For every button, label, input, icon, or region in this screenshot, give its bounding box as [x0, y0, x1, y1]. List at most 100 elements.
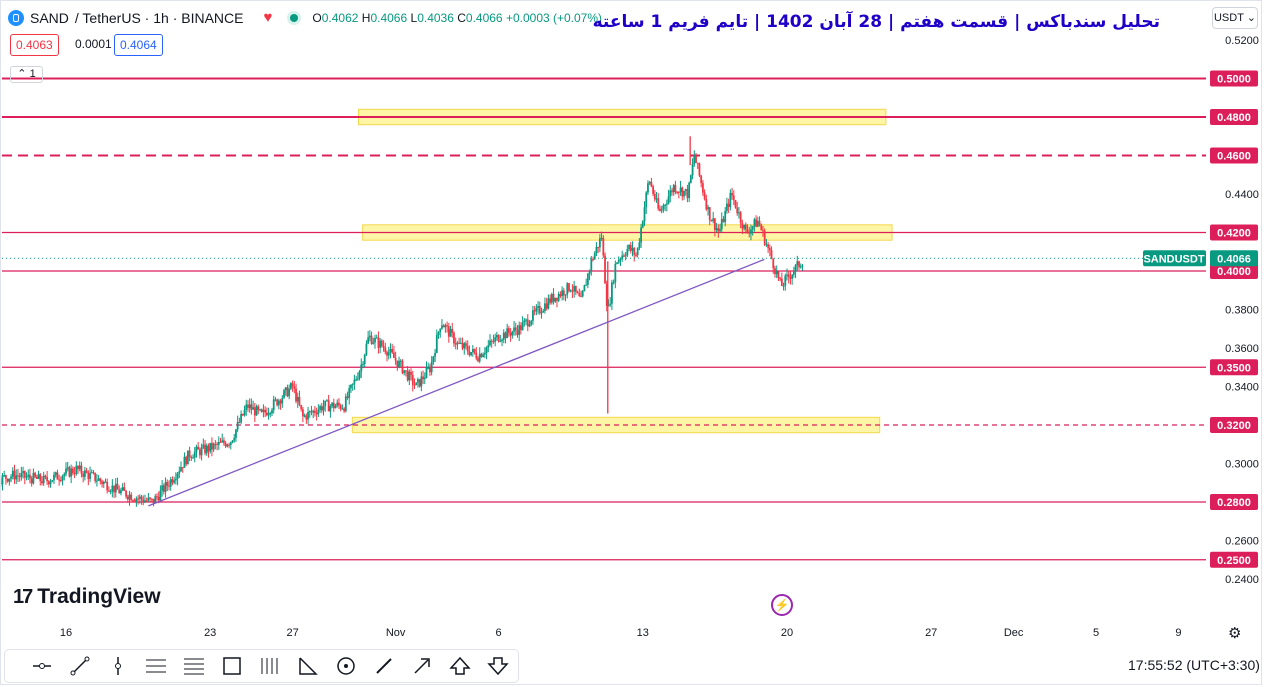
indicators-toggle[interactable]: ⌃ 1 [10, 66, 43, 83]
candle [408, 369, 411, 386]
long-position-icon[interactable] [253, 651, 287, 681]
candle [29, 468, 31, 484]
candle [667, 189, 670, 205]
arrow-down-icon[interactable] [481, 651, 515, 681]
candle [123, 482, 126, 492]
vertical-line-icon[interactable] [101, 651, 135, 681]
pair-info[interactable]: / TetherUS · 1h · BINANCE [74, 9, 244, 26]
candle [478, 347, 481, 364]
candle [219, 437, 222, 444]
candle [171, 476, 174, 486]
candle [228, 442, 230, 449]
symbol-name[interactable]: SAND [30, 9, 69, 26]
candle [314, 406, 316, 417]
candle [389, 343, 392, 359]
heart-icon[interactable]: ♥ [263, 9, 273, 26]
candle [96, 474, 98, 487]
candle [751, 225, 754, 236]
candle [396, 360, 399, 371]
level-badge-0.2800 [1210, 494, 1258, 510]
candle [562, 288, 565, 301]
fib-retracement-icon[interactable] [177, 651, 211, 681]
pen-icon[interactable] [367, 651, 401, 681]
candle [686, 184, 689, 203]
candle [652, 184, 654, 197]
candle [121, 483, 124, 492]
tradingview-logo[interactable]: 17 TradingView [13, 585, 161, 609]
candle [650, 177, 653, 188]
x-tick-5: 5 [1093, 627, 1099, 639]
candle [382, 340, 385, 352]
currency-label: USDT [1213, 12, 1244, 24]
x-tick-20: 20 [781, 627, 793, 639]
candle [549, 294, 551, 305]
candle [616, 262, 618, 265]
currency-select[interactable]: USDT ⌄ [1212, 7, 1258, 29]
candle [229, 441, 232, 450]
candle [140, 494, 143, 505]
candle [648, 181, 651, 186]
candle [375, 334, 378, 339]
candle [523, 318, 526, 327]
candle [399, 359, 402, 368]
candle [68, 465, 71, 478]
candle [521, 316, 524, 331]
candle [662, 203, 665, 213]
candle [257, 404, 260, 415]
candle [744, 222, 747, 234]
candle [97, 474, 100, 482]
candle [746, 224, 749, 234]
candle [272, 395, 275, 414]
candle [185, 455, 188, 467]
candle [262, 404, 265, 418]
indicator-count: 1 [29, 68, 36, 80]
lightning-icon[interactable]: ⚡ [771, 594, 793, 616]
triangle-pattern-icon[interactable] [291, 651, 325, 681]
candle [240, 410, 242, 425]
candle [691, 158, 694, 180]
clock[interactable]: 17:55:52 (UTC+3:30) [1128, 657, 1260, 673]
candle [786, 268, 788, 281]
rectangle-icon[interactable] [215, 651, 249, 681]
candle [641, 220, 644, 229]
parallel-channel-icon[interactable] [139, 651, 173, 681]
horizontal-ray-icon[interactable] [25, 651, 59, 681]
candle [80, 461, 83, 478]
candle [684, 188, 687, 196]
candle [600, 231, 603, 241]
candle [581, 289, 584, 298]
candle [635, 252, 637, 258]
candle [671, 187, 673, 196]
trend-line-icon[interactable] [63, 651, 97, 681]
circle-icon[interactable] [329, 651, 363, 681]
candle [27, 469, 30, 481]
buy-button[interactable]: 0.4064 [114, 34, 163, 56]
candle [605, 280, 608, 312]
candle [688, 181, 691, 203]
tradingview-mark-icon: 17 [13, 585, 33, 608]
candle [63, 472, 66, 481]
candle [544, 297, 546, 314]
candle [238, 417, 241, 424]
arrow-icon[interactable] [405, 651, 439, 681]
candle [102, 480, 105, 488]
candle [168, 480, 170, 491]
candle [253, 402, 256, 423]
candle [609, 297, 612, 308]
candle [669, 185, 672, 203]
candle [418, 379, 421, 388]
candle [181, 467, 184, 473]
candle [324, 400, 327, 412]
gear-icon[interactable]: ⚙ [1228, 625, 1242, 642]
candle [350, 384, 352, 393]
candle [20, 466, 23, 481]
candle [446, 321, 448, 333]
candle [293, 381, 296, 394]
candle [748, 226, 751, 238]
candle [578, 288, 581, 297]
sell-button[interactable]: 0.4063 [10, 34, 59, 56]
level-badge-0.3500 [1210, 359, 1258, 376]
arrow-up-icon[interactable] [443, 651, 477, 681]
candle [307, 406, 309, 425]
